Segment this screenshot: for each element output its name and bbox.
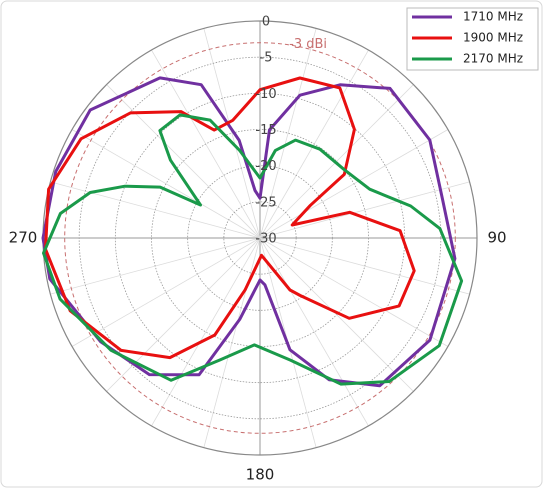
r-tick-label: -25	[255, 195, 276, 210]
curves	[41, 76, 464, 388]
theta-tick-label: 180	[246, 466, 275, 484]
ring	[187, 165, 333, 311]
series-curve	[41, 76, 457, 388]
legend-label: 2170 MHz	[463, 52, 523, 66]
labels: -30 -25 -20 -15 -10 -5 0 -3 dBi 90 180 270	[9, 15, 507, 484]
reference-label: -3 dBi	[289, 37, 327, 52]
r-tick-label: -30	[255, 232, 276, 247]
series-curve	[44, 76, 416, 360]
legend-label: 1710 MHz	[463, 10, 523, 24]
r-tick-label: 0	[262, 15, 270, 30]
ring	[78, 56, 442, 420]
legend-label: 1900 MHz	[463, 31, 523, 45]
reference-ring	[64, 42, 456, 434]
spoke	[259, 28, 317, 239]
theta-tick-label: 270	[9, 229, 38, 247]
spoke	[71, 237, 261, 347]
series-curve	[42, 113, 464, 386]
r-tick-label: -10	[255, 87, 276, 102]
ring	[151, 129, 369, 347]
legend: 1710 MHz 1900 MHz 2170 MHz	[406, 7, 539, 71]
ring	[114, 92, 406, 384]
r-tick-label: -15	[255, 123, 276, 138]
r-tick-label: -20	[255, 159, 276, 174]
ring	[223, 201, 297, 275]
r-tick-label: -5	[260, 51, 273, 66]
theta-tick-label: 90	[487, 229, 506, 247]
